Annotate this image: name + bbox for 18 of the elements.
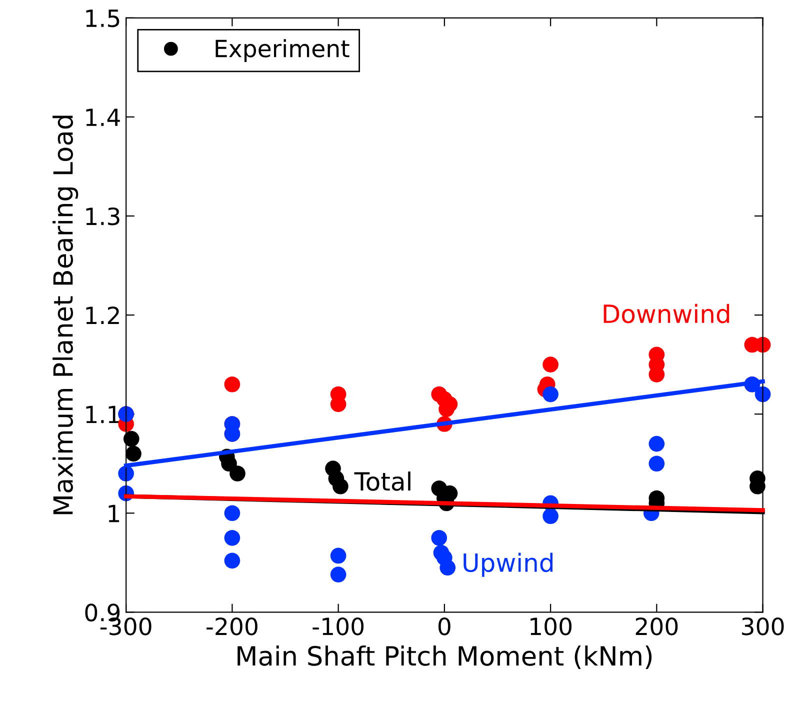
x-tick-label: 0 bbox=[438, 617, 450, 636]
y-tick-label: 1.2 bbox=[86, 306, 119, 324]
y-tick-label: 1.5 bbox=[86, 10, 120, 28]
x-tick-label: -200 bbox=[206, 617, 258, 636]
x-tick-label: 300 bbox=[742, 617, 784, 636]
x-tick-label: 100 bbox=[530, 617, 572, 636]
annotation: Downwind bbox=[604, 304, 730, 324]
x-axis-title: Main Shaft Pitch Moment (kNm) bbox=[238, 645, 652, 669]
y-axis-title: Maximum Planet Bearing Load bbox=[52, 116, 78, 514]
legend-label: Experiment bbox=[216, 39, 350, 62]
annotation: Upwind bbox=[464, 552, 553, 577]
y-tick-label: 1 bbox=[108, 504, 120, 522]
y-tick-label: 1.4 bbox=[86, 108, 120, 126]
x-tick-label: 200 bbox=[636, 617, 678, 636]
y-tick-label: 1.3 bbox=[86, 207, 120, 226]
x-tick-label: -100 bbox=[312, 617, 364, 636]
annotation: Total bbox=[354, 472, 410, 491]
y-tick-label: 1.1 bbox=[86, 406, 120, 424]
